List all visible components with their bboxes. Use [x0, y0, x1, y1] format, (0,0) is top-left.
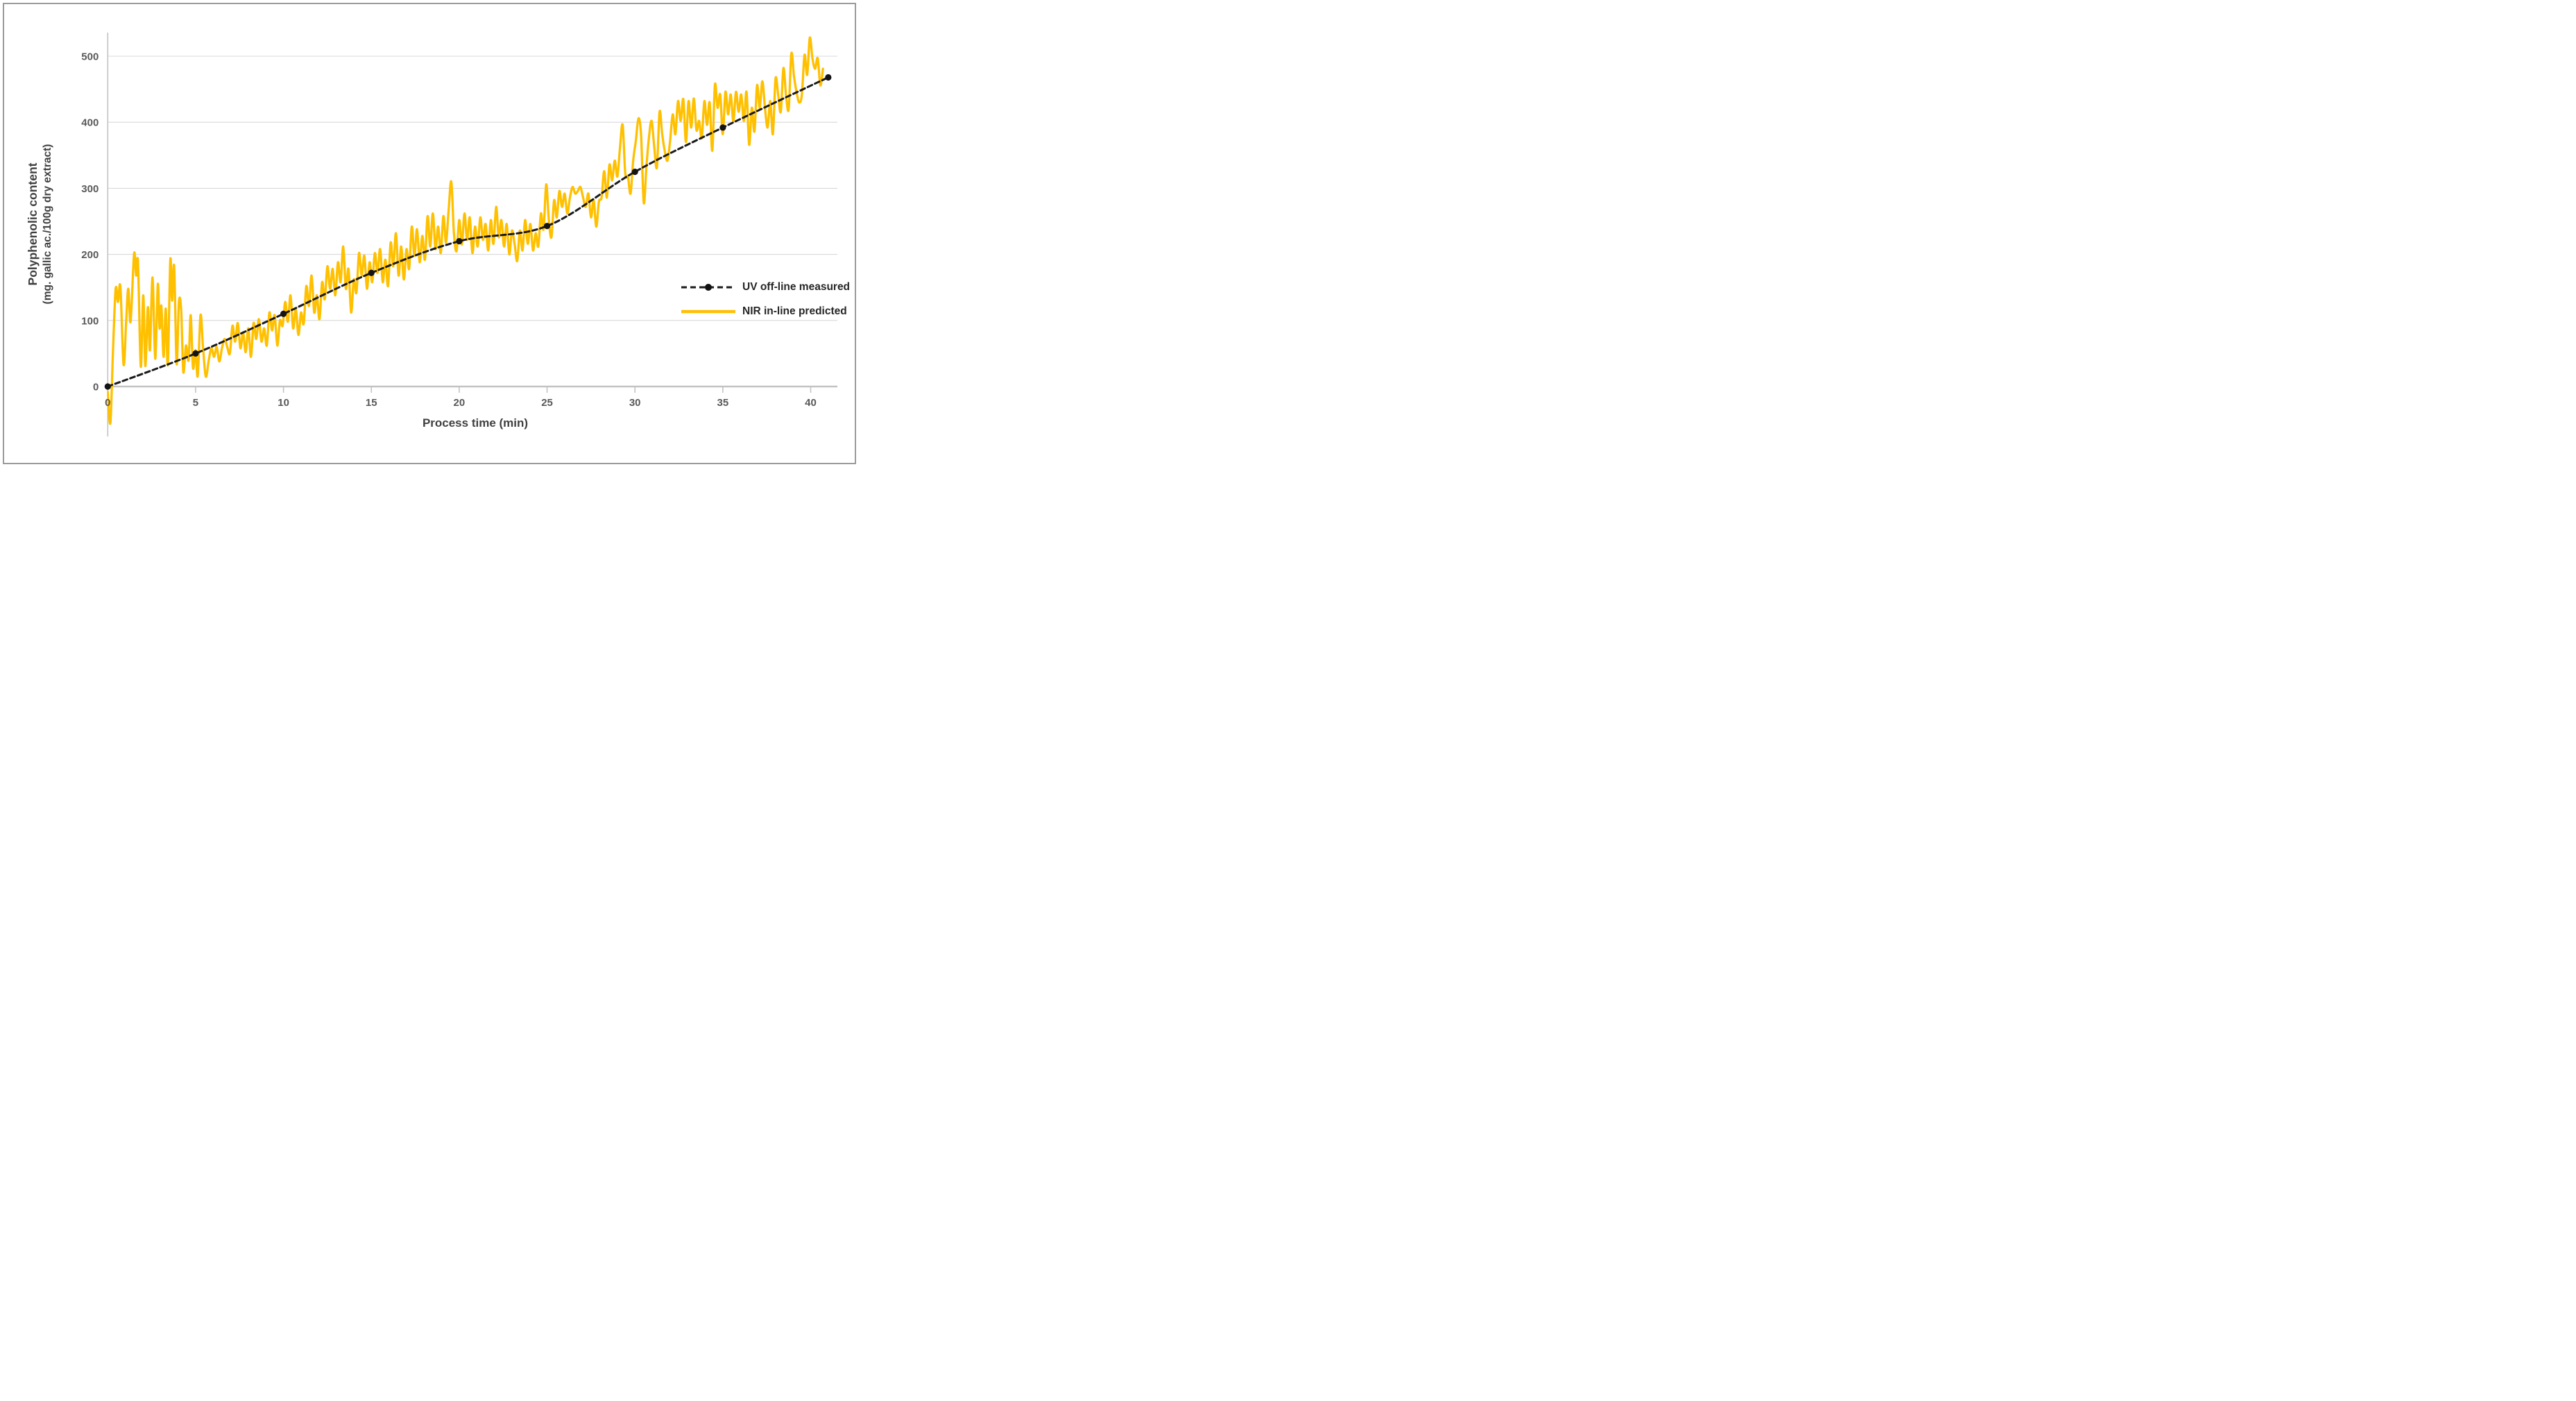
x-tick-label: 40	[805, 397, 817, 409]
legend: UV off-line measured NIR in-line predict…	[681, 281, 850, 318]
y-tick-label: 0	[93, 382, 99, 393]
uv-data-point-marker	[368, 269, 375, 276]
x-tick-label: 30	[629, 397, 641, 409]
x-tick-label: 25	[541, 397, 553, 409]
y-tick-label: 500	[81, 51, 99, 63]
uv-data-point-marker	[280, 310, 287, 317]
chart-frame: 0 100 200 300 400 500 0 5 10 15 20 25 30 35 40 Polyphe…	[3, 3, 856, 464]
y-tick-label: 400	[81, 117, 99, 129]
uv-data-point-marker	[543, 223, 551, 230]
y-tick-label: 300	[81, 183, 99, 195]
y-tick-label: 200	[81, 249, 99, 261]
uv-data-point-marker	[719, 124, 726, 131]
x-tick-label: 0	[105, 397, 110, 409]
x-tick-label: 5	[193, 397, 198, 409]
uv-data-point-marker	[192, 350, 199, 357]
x-tick-label: 20	[454, 397, 466, 409]
nir-series-line	[107, 36, 824, 425]
nir-solid-line-icon	[681, 309, 735, 314]
legend-item-nir: NIR in-line predicted	[681, 305, 850, 318]
legend-label-nir: NIR in-line predicted	[742, 305, 847, 317]
x-tick-label: 15	[366, 397, 377, 409]
uv-dashed-line-icon	[681, 284, 735, 291]
chart-area: 0 100 200 300 400 500 0 5 10 15 20 25 30 35 40 Polyphe…	[0, 0, 859, 467]
y-axis-title: Polyphenolic content (mg. gallic ac./100…	[24, 71, 56, 377]
y-axis-title-line1: Polyphenolic content	[26, 162, 40, 286]
legend-label-uv: UV off-line measured	[742, 281, 851, 293]
y-tick-label: 100	[81, 315, 99, 327]
uv-data-point-marker	[631, 169, 638, 176]
plot-canvas: 0 100 200 300 400 500 0 5 10 15 20 25 30 35 40	[81, 33, 837, 436]
x-tick-label: 35	[717, 397, 729, 409]
uv-data-point-marker	[825, 74, 832, 81]
legend-item-uv: UV off-line measured	[681, 281, 850, 294]
y-axis-title-line2: (mg. gallic ac./100g dry extract)	[42, 144, 54, 305]
uv-data-point-marker	[456, 237, 463, 245]
uv-data-point-marker	[104, 383, 111, 390]
x-tick-label: 10	[278, 397, 289, 409]
x-axis-title: Process time (min)	[422, 416, 529, 430]
